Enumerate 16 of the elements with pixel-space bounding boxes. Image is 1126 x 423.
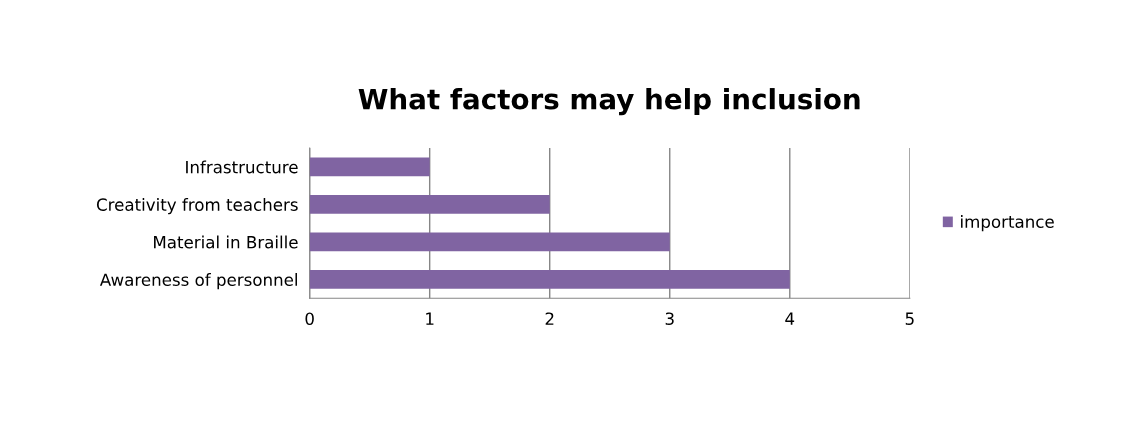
y-tick-label: Awareness of personnel — [99, 273, 297, 290]
bar — [309, 232, 670, 252]
x-tick-label: 5 — [905, 312, 914, 325]
y-tick-label: Infrastructure — [186, 160, 298, 174]
legend-label: importance — [961, 215, 1054, 232]
bar — [309, 270, 790, 289]
x-tick-label: 3 — [665, 312, 674, 325]
bar — [309, 194, 550, 214]
x-tick-label: 0 — [305, 312, 314, 325]
x-tick-label: 2 — [545, 312, 554, 325]
y-tick-label: Creativity from teachers — [96, 198, 298, 215]
x-tick-label: 1 — [426, 312, 434, 325]
y-tick-label: Material in Braille — [154, 235, 298, 249]
chart-title: What factors may help inclusion — [358, 88, 860, 116]
bar — [309, 157, 430, 177]
x-tick-label: 4 — [785, 312, 795, 325]
